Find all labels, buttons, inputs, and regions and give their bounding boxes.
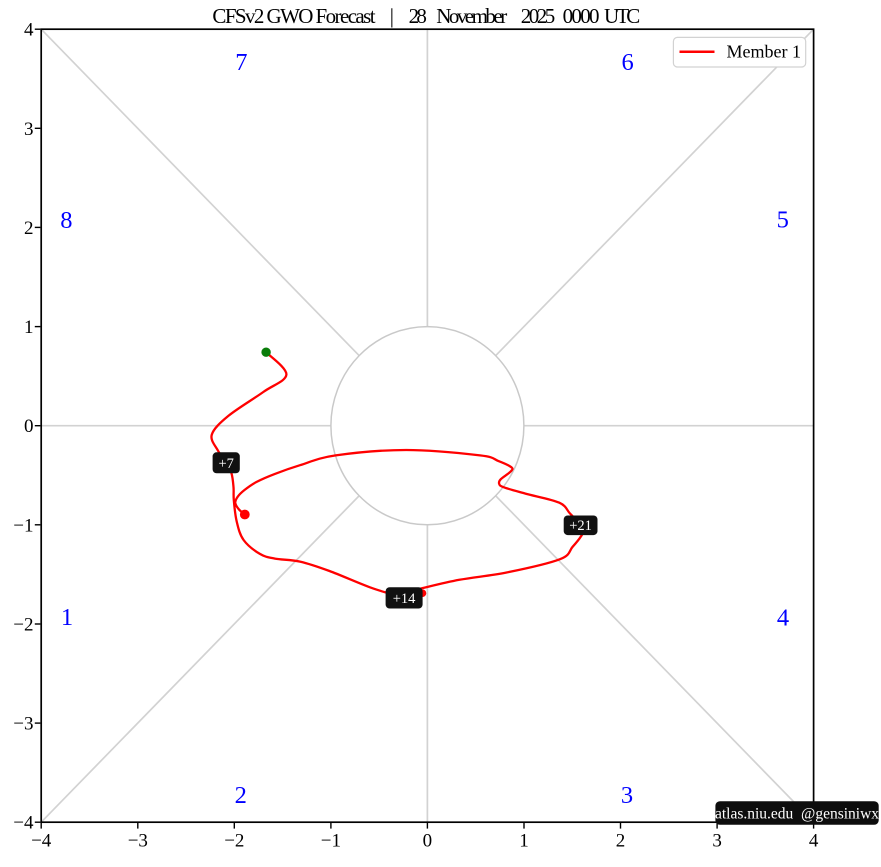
- svg-text:3: 3: [621, 782, 633, 809]
- svg-text:6: 6: [621, 49, 633, 76]
- svg-text:8: 8: [60, 207, 72, 234]
- svg-text:−3: −3: [13, 714, 33, 735]
- svg-text:+14: +14: [393, 591, 416, 607]
- svg-text:atlas.niu.edu @gensiniwx: atlas.niu.edu @gensiniwx: [715, 805, 879, 822]
- svg-text:5: 5: [777, 206, 789, 233]
- svg-text:4: 4: [24, 20, 34, 41]
- svg-text:+21: +21: [569, 518, 592, 534]
- svg-text:Member 1: Member 1: [727, 41, 801, 61]
- svg-text:0: 0: [24, 416, 34, 437]
- svg-text:−4: −4: [31, 830, 52, 851]
- svg-text:1: 1: [61, 604, 73, 631]
- svg-text:2: 2: [616, 830, 626, 851]
- svg-text:−4: −4: [13, 813, 34, 834]
- svg-text:−2: −2: [224, 830, 244, 851]
- svg-text:3: 3: [24, 119, 34, 140]
- svg-text:4: 4: [777, 604, 789, 631]
- svg-text:4: 4: [809, 830, 819, 851]
- svg-text:1: 1: [519, 830, 529, 851]
- svg-text:2: 2: [235, 782, 247, 809]
- svg-text:7: 7: [235, 49, 247, 76]
- svg-text:−2: −2: [13, 615, 33, 636]
- svg-text:3: 3: [712, 830, 722, 851]
- svg-text:1: 1: [24, 317, 34, 338]
- svg-text:+7: +7: [218, 456, 233, 472]
- svg-text:0: 0: [423, 830, 433, 851]
- svg-text:2: 2: [24, 218, 34, 239]
- svg-text:−1: −1: [13, 515, 33, 536]
- svg-text:−3: −3: [128, 830, 148, 851]
- svg-text:−1: −1: [321, 830, 341, 851]
